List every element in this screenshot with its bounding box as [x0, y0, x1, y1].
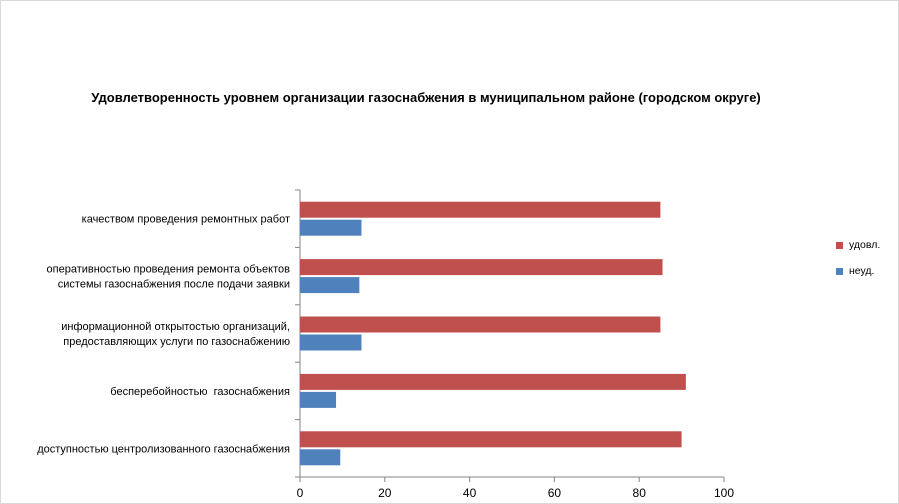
bar-neud-1: [300, 219, 362, 236]
bar-udovl-2: [300, 259, 663, 276]
legend-item-2: неуд.: [836, 258, 896, 284]
bar-neud-3: [300, 334, 362, 351]
bar-udovl-1: [300, 201, 661, 218]
bar-neud-4: [300, 391, 337, 408]
legend-label-2: неуд.: [849, 265, 875, 277]
legend: удовл. неуд.: [836, 232, 896, 284]
bar-udovl-5: [300, 431, 682, 448]
category-label-5-line-1: доступностью центролизованного газоснабж…: [37, 443, 290, 455]
category-label-2-line-2: системы газоснабжения после подачи заявк…: [58, 279, 290, 291]
legend-swatch-2: [836, 267, 843, 275]
x-tick-label-5: 80: [633, 486, 647, 500]
bar-neud-2: [300, 277, 360, 294]
legend-label-1: удовл.: [849, 239, 881, 251]
category-label-3-line-1: информационной открытостью организаций,: [61, 321, 290, 333]
x-tick-label-2: 20: [378, 486, 392, 500]
x-tick-label-4: 60: [548, 486, 562, 500]
x-tick-label-6: 100: [714, 486, 734, 500]
bar-neud-5: [300, 449, 341, 466]
bar-udovl-4: [300, 373, 686, 390]
x-tick-label-1: 0: [297, 486, 304, 500]
x-tick-label-3: 40: [463, 486, 477, 500]
bar-udovl-3: [300, 316, 661, 333]
category-label-2-line-1: оперативностью проведения ремонта объект…: [47, 264, 291, 276]
category-label-1-line-1: качеством проведения ремонтных работ: [82, 214, 290, 226]
chart-title: Удовлетворенность уровнем организации га…: [91, 90, 761, 105]
legend-item-1: удовл.: [836, 232, 896, 258]
legend-swatch-1: [836, 241, 843, 249]
category-label-3-line-2: предоставляющих услуги по газоснабжению: [63, 336, 290, 348]
category-label-4-line-1: бесперебойностью газоснабжения: [110, 386, 290, 398]
